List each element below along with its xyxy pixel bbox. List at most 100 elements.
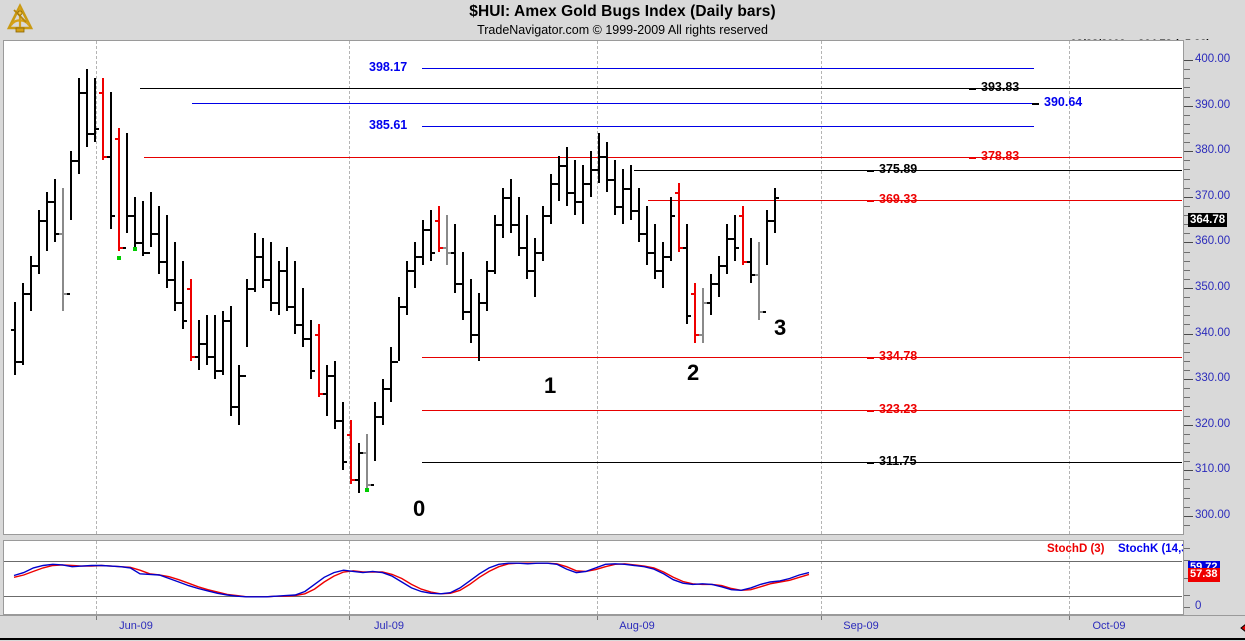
- level-price-label: 378.83: [981, 148, 1020, 163]
- level-line[interactable]: [422, 462, 1182, 464]
- ohlc-close-tick: [96, 128, 99, 131]
- ohlc-close-tick: [760, 310, 763, 313]
- level-line[interactable]: [422, 125, 1034, 127]
- ohlc-close-tick: [328, 374, 331, 377]
- price-axis-minor-tick: [1184, 96, 1190, 98]
- ohlc-bar: [438, 205, 440, 252]
- ohlc-close-tick: [272, 301, 275, 304]
- ohlc-bar: [198, 319, 200, 370]
- ohlc-open-tick: [227, 319, 230, 322]
- vertical-gridline: [349, 41, 350, 534]
- date-axis[interactable]: Jun-09 Jul-09 Aug-09 Sep-09 Oct-09: [0, 615, 1245, 638]
- ohlc-open-tick: [627, 187, 630, 190]
- ohlc-bar: [262, 237, 264, 288]
- stochastic-pane[interactable]: StochD (3) StochK (14,3): [3, 540, 1183, 615]
- ohlc-close-tick: [488, 269, 491, 272]
- ohlc-open-tick: [427, 228, 430, 231]
- vertical-gridline: [597, 541, 598, 614]
- ohlc-close-tick: [80, 92, 83, 95]
- level-tick-dash: [867, 169, 874, 172]
- ohlc-close-tick: [552, 183, 555, 186]
- ohlc-open-tick: [499, 224, 502, 227]
- ohlc-close-tick: [120, 246, 123, 249]
- price-axis-major-tick: [1184, 60, 1193, 62]
- price-axis-minor-tick: [1184, 297, 1190, 299]
- ohlc-bar: [294, 260, 296, 334]
- level-line[interactable]: [634, 169, 1182, 171]
- ohlc-close-tick: [296, 324, 299, 327]
- ohlc-bar: [102, 78, 104, 161]
- ohlc-bar: [526, 215, 528, 279]
- ohlc-open-tick: [691, 292, 694, 295]
- ohlc-open-tick: [307, 338, 310, 341]
- date-axis-label: Aug-09: [619, 620, 655, 632]
- ohlc-bar: [582, 164, 584, 225]
- price-axis-minor-tick: [1184, 87, 1190, 89]
- price-axis-label: 390.00: [1195, 98, 1231, 111]
- ohlc-open-tick: [347, 433, 350, 436]
- ohlc-close-tick: [600, 155, 603, 158]
- ohlc-close-tick: [216, 369, 219, 372]
- ohlc-open-tick: [747, 260, 750, 263]
- ohlc-open-tick: [355, 479, 358, 482]
- price-axis-minor-tick: [1184, 142, 1190, 144]
- level-line[interactable]: [144, 156, 1182, 158]
- ohlc-bar: [78, 78, 80, 175]
- ohlc-close-tick: [648, 251, 651, 254]
- date-axis-label: Jun-09: [119, 620, 153, 632]
- level-line[interactable]: [140, 88, 1182, 90]
- ohlc-bar: [158, 205, 160, 275]
- ohlc-bar: [350, 420, 352, 484]
- ohlc-close-tick: [24, 292, 27, 295]
- price-axis-minor-tick: [1184, 260, 1190, 262]
- level-line[interactable]: [648, 199, 1182, 201]
- ohlc-close-tick: [104, 155, 107, 158]
- price-axis[interactable]: 400.00 390.00 380.00 370.00 360.00 350.00 340.…: [1183, 40, 1245, 535]
- ohlc-open-tick: [195, 356, 198, 359]
- stochastic-axis-tick: [1184, 595, 1190, 597]
- ohlc-bar: [150, 192, 152, 247]
- ohlc-bar: [686, 224, 688, 325]
- wave-count-label: 3: [774, 315, 787, 340]
- price-axis-minor-tick: [1184, 497, 1190, 499]
- ohlc-bar: [766, 210, 768, 266]
- ohlc-open-tick: [739, 215, 742, 218]
- price-axis-major-tick: [1184, 105, 1193, 107]
- date-axis-label: Jul-09: [374, 620, 404, 632]
- level-line[interactable]: [192, 102, 1034, 104]
- level-price-label: 385.61: [369, 117, 408, 132]
- ohlc-open-tick: [699, 333, 702, 336]
- ohlc-close-tick: [176, 301, 179, 304]
- ohlc-close-tick: [160, 260, 163, 263]
- ohlc-open-tick: [187, 287, 190, 290]
- ohlc-bar: [646, 205, 648, 266]
- price-axis-minor-tick: [1184, 506, 1190, 508]
- ohlc-close-tick: [40, 219, 43, 222]
- ohlc-open-tick: [579, 201, 582, 204]
- ohlc-open-tick: [155, 233, 158, 236]
- stochastic-axis-tick: [1184, 577, 1190, 579]
- ohlc-open-tick: [315, 333, 318, 336]
- stochastic-axis[interactable]: 59.72 57.38 0: [1183, 540, 1245, 615]
- ohlc-bar: [286, 246, 288, 311]
- level-tick-dash: [867, 462, 874, 465]
- level-line[interactable]: [422, 357, 1182, 359]
- ohlc-bar: [510, 178, 512, 234]
- ohlc-bar: [54, 178, 56, 243]
- ohlc-open-tick: [35, 265, 38, 268]
- level-line[interactable]: [422, 68, 1034, 70]
- level-line[interactable]: [422, 409, 1182, 411]
- price-chart-pane[interactable]: 398.17 393.83 390.64 385.61 378.83 375.89 369.…: [3, 40, 1183, 535]
- level-price-label: 369.33: [879, 191, 918, 206]
- ohlc-close-tick: [616, 205, 619, 208]
- price-axis-minor-tick: [1184, 461, 1190, 463]
- ohlc-bar: [326, 365, 328, 416]
- ohlc-open-tick: [731, 237, 734, 240]
- ohlc-close-tick: [136, 242, 139, 245]
- ohlc-close-tick: [88, 133, 91, 136]
- ohlc-open-tick: [283, 269, 286, 272]
- ohlc-close-tick: [112, 215, 115, 218]
- ohlc-close-tick: [232, 406, 235, 409]
- level-price-label: 334.78: [879, 349, 918, 364]
- ohlc-bar: [422, 219, 424, 266]
